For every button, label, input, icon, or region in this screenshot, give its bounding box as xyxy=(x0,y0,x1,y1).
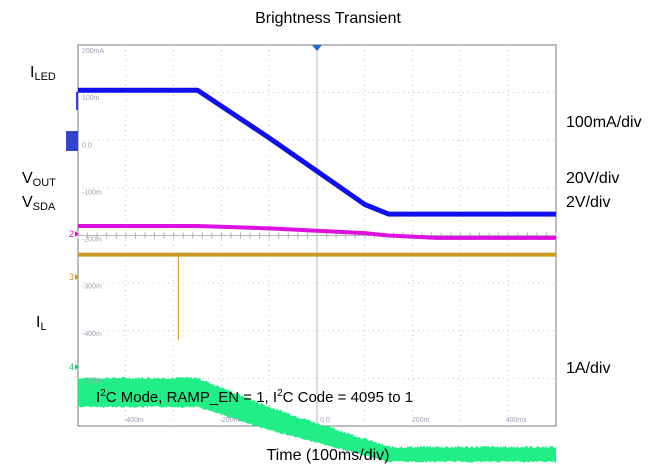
series-l-point xyxy=(149,392,151,394)
series-l-point xyxy=(268,418,270,420)
series-out-point xyxy=(555,237,557,239)
scale-vsda: 2V/div xyxy=(566,194,611,211)
scale-il: 1A/div xyxy=(566,360,611,377)
series-out-point xyxy=(388,235,390,236)
scope-scale-label: -300m xyxy=(82,284,102,291)
series-l-band xyxy=(78,376,556,463)
series-led-point xyxy=(388,213,390,215)
series-led-point xyxy=(268,137,270,139)
traces xyxy=(77,87,557,463)
series-out-point xyxy=(197,225,198,227)
series-out-point xyxy=(268,227,270,229)
series-l-point xyxy=(364,446,366,448)
chart-title: Brightness Transient xyxy=(255,10,401,27)
scope-time-label: 0.0 xyxy=(320,417,330,424)
scope-scale-label: 200mA xyxy=(82,48,105,55)
series-l-point xyxy=(77,392,79,394)
series-out-point xyxy=(316,230,318,232)
channel-markers: 2 3 4 xyxy=(66,92,79,372)
series-out-point xyxy=(77,225,79,227)
series-out-point xyxy=(364,232,366,234)
scope-scale-label: 100m xyxy=(82,95,100,102)
channel-4-pointer xyxy=(75,364,79,370)
series-sda-point xyxy=(316,254,318,256)
series-sda-point xyxy=(436,254,437,256)
series-led-point xyxy=(555,213,557,215)
series-l-point xyxy=(388,454,390,456)
chart-annotation: I2C Mode, RAMP_EN = 1, I2C Code = 4095 t… xyxy=(96,388,414,406)
scope-scale-label: -100m xyxy=(82,189,102,196)
scope-time-label: 200m xyxy=(412,417,430,424)
scope-time-label: -400m xyxy=(124,417,144,424)
series-sda-point xyxy=(555,254,557,256)
channel-3-pointer xyxy=(75,274,79,280)
series-sda-point xyxy=(77,254,79,256)
series-led-point xyxy=(364,204,366,206)
channel-1-marker xyxy=(66,131,78,151)
series-sda-point xyxy=(197,254,198,256)
scale-vout: 20V/div xyxy=(566,170,620,187)
series-sda-point xyxy=(149,254,151,256)
series-sda-point xyxy=(364,254,366,256)
series-led-point xyxy=(197,89,198,91)
label-vsda: VSDA xyxy=(22,194,56,213)
scope-scale-label: -200m xyxy=(82,237,102,244)
scope-scale-label: -500m xyxy=(82,378,102,385)
scope-time-label: 400ms xyxy=(506,417,528,424)
series-led-point xyxy=(436,213,437,215)
scale-iled: 100mA/div xyxy=(566,114,642,131)
scope-scale-label: 0.0 xyxy=(82,142,92,149)
series-sda-point xyxy=(388,254,390,256)
series-out-point xyxy=(436,237,437,239)
x-axis-label: Time (100ms/div) xyxy=(266,447,390,464)
trigger-marker xyxy=(312,45,322,51)
label-vout: VOUT xyxy=(22,170,56,189)
scope-time-label: -200m xyxy=(219,417,239,424)
grid xyxy=(77,44,557,427)
scope-scale-label: -400m xyxy=(82,331,102,338)
label-il: IL xyxy=(36,314,47,333)
series-led-point xyxy=(316,170,318,172)
series-l-point xyxy=(555,454,557,456)
series-l-point xyxy=(316,432,318,434)
channel-4-marker: 4 xyxy=(69,362,74,372)
series-l-point xyxy=(436,454,437,456)
channel-3-marker: 3 xyxy=(69,272,74,282)
series-led-point xyxy=(77,89,79,91)
series-out-point xyxy=(149,225,151,227)
scope-tick-labels: 200mA 100m 0.0 -100m -200m -300m -400m -500m -40… xyxy=(82,48,527,424)
series-l-point xyxy=(197,392,198,394)
series-sda-point xyxy=(268,254,270,256)
series-led-point xyxy=(149,89,151,91)
channel-2-marker: 2 xyxy=(69,229,74,239)
label-iled: ILED xyxy=(30,64,56,83)
channel-2-pointer xyxy=(75,231,79,237)
